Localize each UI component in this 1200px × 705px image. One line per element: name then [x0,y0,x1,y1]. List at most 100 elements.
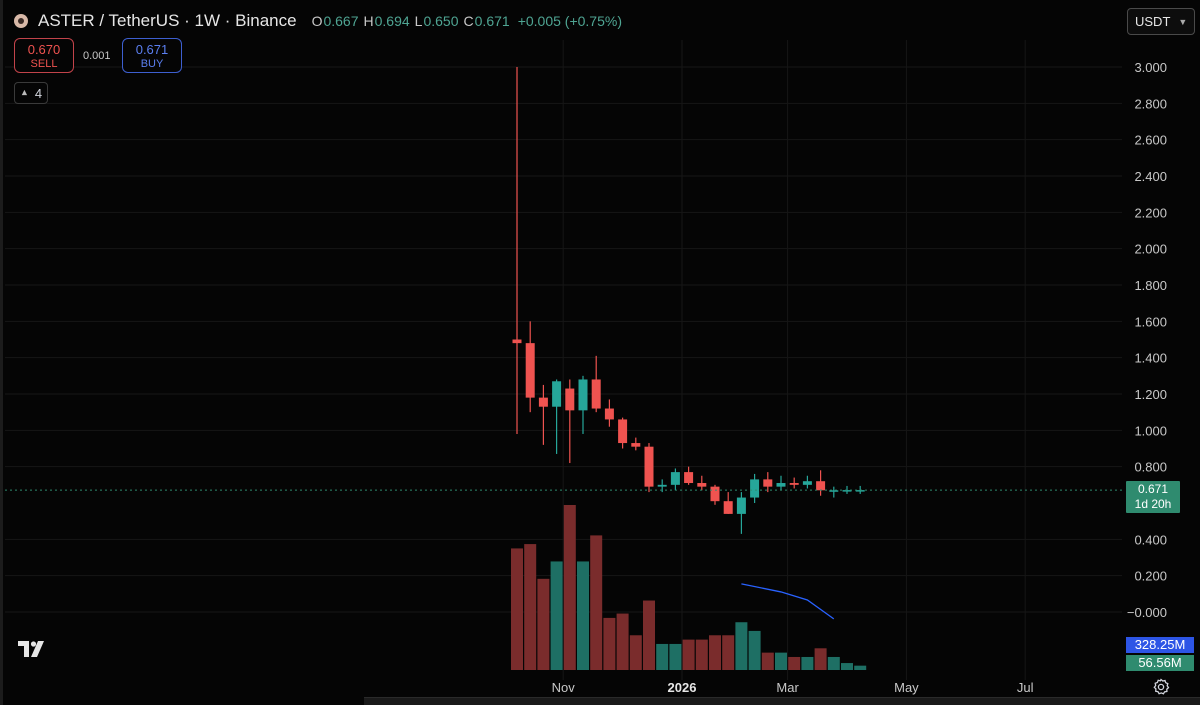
candle-body [538,397,548,407]
candle [816,470,826,496]
volume-bar [854,665,867,670]
candles [512,67,865,534]
candle-body [604,408,614,420]
price-tick-label: 0.400 [1134,532,1167,547]
current-price-tag: 0.671 1d 20h [1126,481,1180,513]
price-tick-label: −0.000 [1127,605,1167,620]
candle-body [631,443,641,447]
volume-bar [524,544,537,670]
volume-ma-polyline [741,583,835,620]
volume-bar [801,656,814,670]
price-tick-label: 1.800 [1134,278,1167,293]
candle [538,384,548,445]
sell-label: SELL [30,57,58,70]
candle [776,475,786,491]
candle-body [525,343,535,398]
volume-bar [577,561,589,670]
high-label: H [363,13,374,29]
price-tick-label: 1.000 [1134,423,1167,438]
candle-body [657,484,667,487]
volume-bar [761,652,774,670]
price-tick-label: 2.400 [1134,169,1167,184]
volume-bar [682,639,695,670]
time-tick-label: 2026 [668,680,697,695]
spread-value: 0.001 [83,50,111,62]
candle [565,379,575,464]
candle [789,477,799,489]
candle [684,466,694,485]
candle [763,472,773,493]
time-tick-label: May [894,680,919,695]
buy-button[interactable]: 0.671 BUY [122,38,182,73]
open-value: 0.667 [323,13,359,29]
candle [591,355,601,413]
chevron-up-icon: ▼ [19,88,29,98]
price-tick-label: 0.200 [1134,569,1167,584]
candle-body [776,483,786,487]
gear-icon[interactable] [1152,678,1170,696]
tradingview-logo-icon[interactable] [18,639,50,659]
candle-body [789,483,799,485]
price-tick-label: 1.200 [1134,387,1167,402]
volume-ma-line [741,583,835,620]
candle [710,484,720,505]
current-price-value: 0.671 [1137,482,1169,496]
close-label: C [463,13,474,29]
candle-body [552,381,562,407]
candle-body [670,472,680,485]
low-value: 0.650 [423,13,459,29]
candle-body [684,472,694,484]
price-tick-label: 1.600 [1134,314,1167,329]
candle-body [763,479,773,487]
volume-bar [603,617,616,670]
high-value: 0.694 [374,13,410,29]
time-tick-label: Nov [552,680,576,695]
buy-price: 0.671 [135,41,169,57]
candle-body [644,446,654,487]
volume-bar [643,600,655,670]
candle-body [842,490,852,492]
time-tick-label: Jul [1017,680,1034,695]
volume-tag: 56.56M [1126,655,1194,671]
volume-bar [616,613,629,670]
candle [604,399,614,427]
candle [578,375,588,434]
volume-bar [788,656,801,670]
sell-button[interactable]: 0.670 SELL [14,38,74,73]
volume-bar [656,643,669,670]
candle-body [618,419,628,444]
volume-bar [695,639,708,670]
bar-countdown: 1d 20h [1134,497,1172,511]
price-tick-label: 2.600 [1134,133,1167,148]
price-tick-label: 0.800 [1134,460,1167,475]
price-tick-label: 3.000 [1134,60,1167,75]
candle-body [565,388,575,411]
candle [512,67,522,434]
low-label: L [414,13,423,29]
candle-body [829,490,839,492]
time-tick-label: Mar [776,680,799,695]
candle [723,492,733,514]
sell-price: 0.670 [27,41,61,57]
candle-body [723,501,733,514]
candle-body [855,490,865,492]
volume-bar [722,635,735,670]
currency-label: USDT [1135,14,1171,29]
candle-body [697,483,707,487]
coin-icon [14,14,28,28]
price-tick-label: 2.200 [1134,205,1167,220]
symbol-title[interactable]: ASTER / TetherUS · 1W · Binance [38,11,297,30]
candle [552,379,562,454]
currency-selector[interactable]: USDT ▼ [1127,8,1195,35]
open-label: O [311,13,323,29]
volume-bar [537,578,550,670]
buy-label: BUY [140,57,164,70]
chevron-down-icon: ▼ [1178,16,1188,27]
volume-bar [629,635,642,670]
candle-body [736,497,746,514]
bottom-toolbar [364,697,1200,705]
grid-lines [5,40,1122,680]
price-tick-label: 1.400 [1134,351,1167,366]
indicators-toggle[interactable]: ▼ 4 [14,82,48,104]
